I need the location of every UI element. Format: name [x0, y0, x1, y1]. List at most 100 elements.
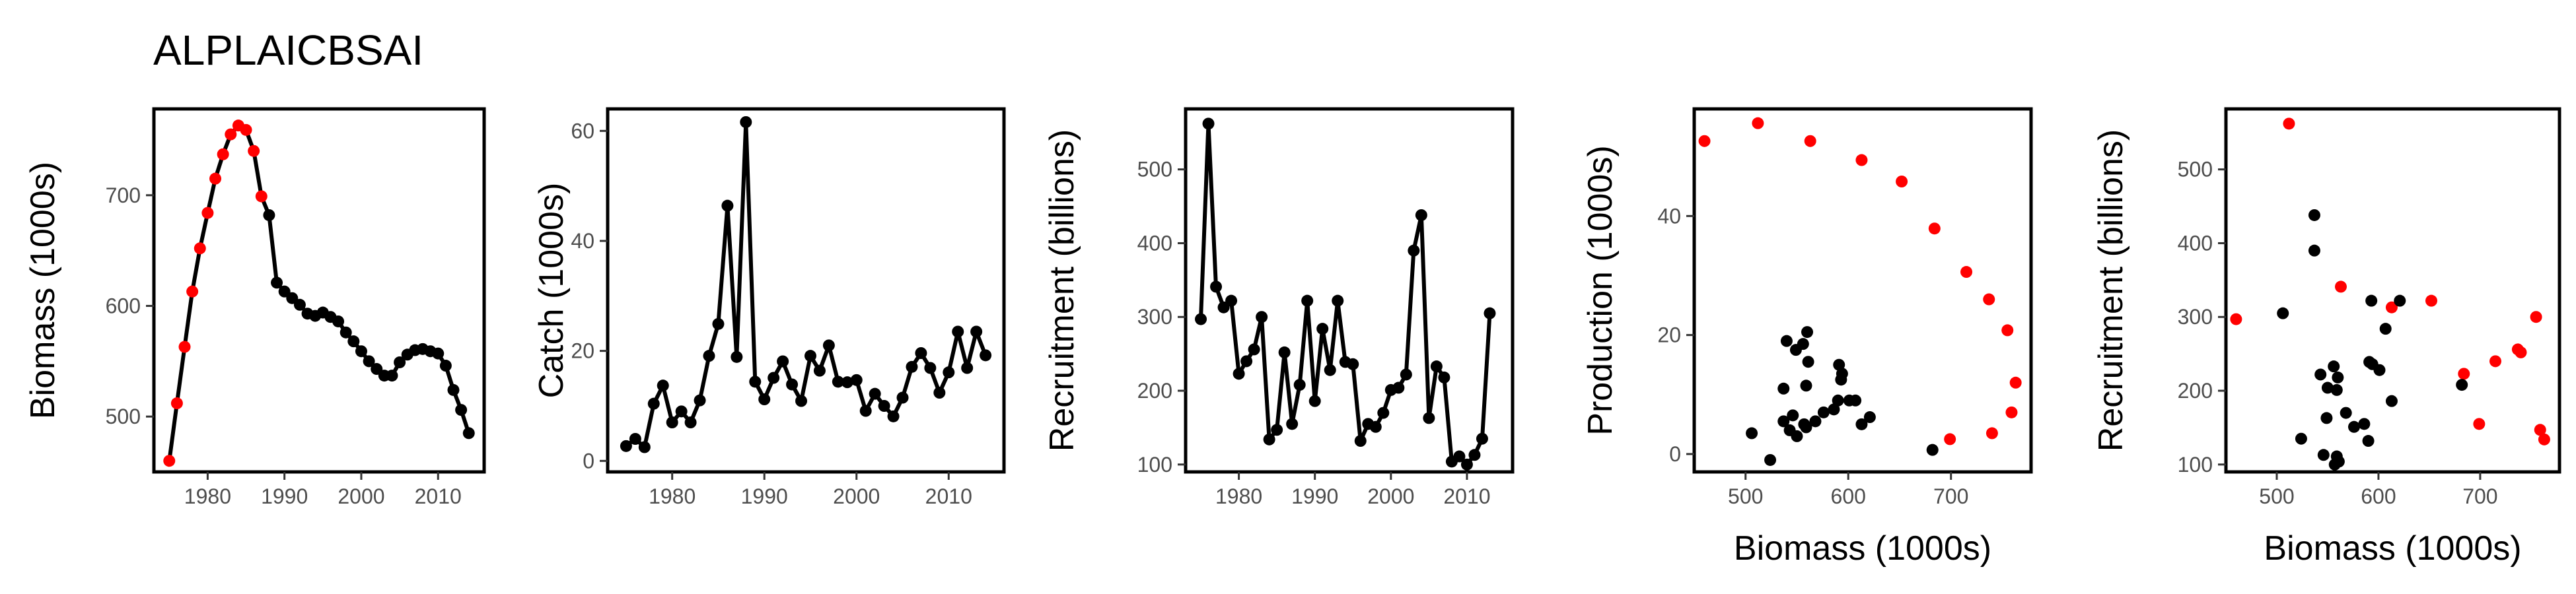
plot-frame	[2224, 107, 2561, 474]
data-point	[768, 372, 780, 384]
data-point	[1301, 294, 1314, 307]
plot-frame	[1184, 107, 1515, 474]
data-point	[2314, 368, 2327, 381]
data-point	[915, 347, 927, 359]
data-point	[906, 360, 918, 373]
data-point	[1377, 407, 1390, 419]
data-point	[1286, 418, 1299, 430]
data-point	[2379, 323, 2392, 335]
data-point	[786, 378, 799, 391]
data-point	[2425, 294, 2438, 307]
data-point	[952, 325, 964, 338]
x-axis-title: Biomass (1000s)	[2264, 529, 2521, 568]
data-point	[1855, 154, 1868, 166]
data-point	[777, 355, 789, 368]
y-tick-label: 60	[571, 119, 594, 143]
data-point	[371, 363, 383, 376]
data-point	[432, 347, 445, 360]
data-point	[749, 376, 762, 388]
y-tick-label: 500	[2178, 158, 2213, 182]
data-point	[332, 315, 345, 327]
x-tick-label: 500	[1728, 484, 1763, 508]
data-point	[186, 285, 199, 298]
data-point	[684, 416, 697, 428]
data-point	[1278, 346, 1291, 358]
data-point	[1783, 424, 1796, 436]
data-point	[1225, 294, 1238, 307]
series-line	[1199, 121, 1492, 467]
data-point	[447, 383, 460, 396]
data-point	[2308, 209, 2320, 221]
y-tick-label: 20	[571, 339, 594, 363]
data-point	[1202, 117, 1215, 130]
data-point	[2362, 435, 2375, 447]
data-point	[1476, 432, 1488, 445]
x-tick-label: 2010	[925, 484, 972, 508]
series-line	[625, 120, 987, 449]
x-axis-title: Biomass (1000s)	[1734, 529, 1991, 568]
data-point	[263, 209, 275, 221]
data-point	[1832, 394, 1844, 407]
data-point	[2317, 449, 2330, 461]
data-point	[2515, 346, 2527, 358]
data-point	[1369, 420, 1382, 433]
data-point	[1780, 335, 1793, 347]
data-point	[1836, 368, 1848, 380]
data-point	[178, 341, 191, 353]
data-point	[2534, 424, 2546, 436]
data-point	[462, 427, 475, 440]
data-point	[2385, 395, 2398, 407]
data-point	[2330, 383, 2343, 396]
data-point	[1308, 395, 1321, 407]
y-tick-label: 20	[1657, 323, 1681, 347]
data-point	[1316, 323, 1329, 335]
x-tick-label: 2000	[833, 484, 880, 508]
data-point	[1843, 394, 1855, 407]
data-point	[278, 285, 291, 298]
data-point	[163, 455, 176, 467]
data-point	[859, 405, 872, 417]
data-point	[248, 145, 260, 157]
data-point	[340, 326, 352, 339]
x-tick-label: 2000	[1367, 484, 1414, 508]
y-tick-label: 40	[571, 229, 594, 253]
data-point	[1332, 294, 1344, 307]
data-point	[1896, 176, 1908, 187]
data-point	[731, 350, 743, 363]
data-point	[850, 374, 863, 386]
data-point	[194, 242, 206, 255]
plot-frame	[152, 107, 486, 474]
x-tick-label: 1990	[261, 484, 308, 508]
data-point	[2328, 458, 2341, 471]
x-tick-label: 500	[2259, 484, 2294, 508]
data-point	[1210, 280, 1223, 293]
data-point	[2277, 307, 2289, 319]
data-point	[1271, 424, 1283, 436]
data-point	[1798, 418, 1810, 430]
y-tick-label: 700	[106, 183, 141, 207]
data-point	[1833, 358, 1845, 371]
data-point	[347, 335, 360, 348]
y-axis-title: Recruitment (billions)	[2092, 129, 2130, 451]
data-point	[1787, 409, 1799, 422]
data-point	[2530, 311, 2542, 323]
data-point	[1324, 364, 1336, 376]
data-point	[970, 325, 983, 338]
panel-recruitment-vs-biomass: 500 600 700 100 200 300 400 500 Recruitment (bil…	[2092, 107, 2561, 568]
panel-catch: 1980 1990 2000 2010 0 20 40 60 Catch (1000s)	[532, 107, 1006, 508]
data-point	[1240, 355, 1253, 368]
data-point	[721, 199, 734, 212]
data-point	[1817, 406, 1830, 418]
data-point	[924, 362, 937, 374]
data-point	[1746, 427, 1758, 440]
data-point	[394, 356, 406, 368]
data-point	[1453, 450, 1466, 463]
data-point	[933, 387, 946, 399]
data-point	[657, 380, 669, 392]
data-point	[2283, 117, 2295, 130]
data-point	[2458, 368, 2470, 380]
data-point	[1928, 222, 1941, 235]
x-tick-label: 600	[1831, 484, 1866, 508]
data-point	[1986, 427, 1998, 440]
data-point	[2358, 418, 2371, 430]
